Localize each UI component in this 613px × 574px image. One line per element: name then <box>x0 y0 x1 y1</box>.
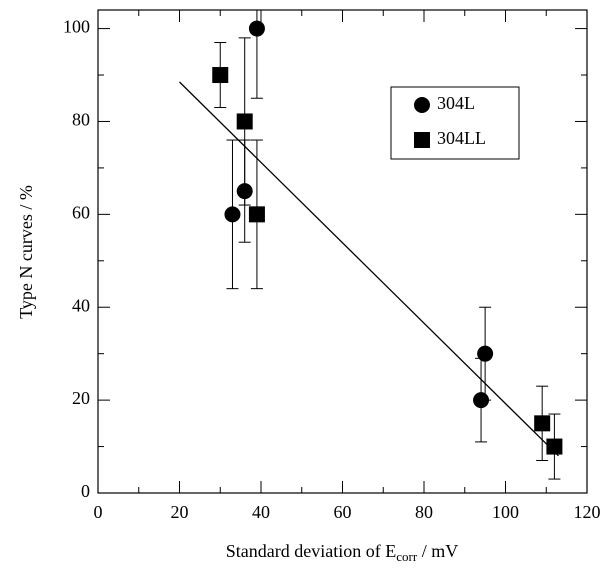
x-tick-label: 80 <box>415 502 433 522</box>
marker <box>248 206 265 223</box>
plot-frame <box>97 9 588 494</box>
legend-label: 304LL <box>437 128 486 148</box>
legend-box <box>390 86 520 160</box>
x-label-main: Standard deviation of E <box>226 541 396 561</box>
x-label-sub: corr <box>396 549 418 564</box>
marker <box>224 206 241 223</box>
x-tick-label: 100 <box>492 502 519 522</box>
y-tick-label: 60 <box>72 202 90 222</box>
y-tick-label: 100 <box>63 17 90 37</box>
marker <box>477 345 494 362</box>
legend-marker <box>414 97 430 113</box>
marker <box>212 67 229 84</box>
marker <box>546 438 563 455</box>
marker <box>236 113 253 130</box>
x-axis-label: Standard deviation of Ecorr / mV <box>226 541 458 564</box>
legend-marker <box>414 132 430 148</box>
x-tick-label: 0 <box>94 502 103 522</box>
x-tick-label: 60 <box>334 502 352 522</box>
y-axis-label: Type N curves / % <box>16 185 36 319</box>
fit-line <box>179 81 559 457</box>
marker <box>534 415 551 432</box>
marker <box>248 20 265 37</box>
x-tick-label: 20 <box>171 502 189 522</box>
y-tick-label: 40 <box>72 295 90 315</box>
x-tick-label: 120 <box>574 502 601 522</box>
y-tick-label: 20 <box>72 388 90 408</box>
plot-area <box>179 10 563 480</box>
y-tick-label: 0 <box>81 481 90 501</box>
y-tick-label: 80 <box>72 110 90 130</box>
x-label-suffix: / mV <box>417 541 458 561</box>
x-tick-label: 40 <box>252 502 270 522</box>
legend-label: 304L <box>437 93 475 113</box>
